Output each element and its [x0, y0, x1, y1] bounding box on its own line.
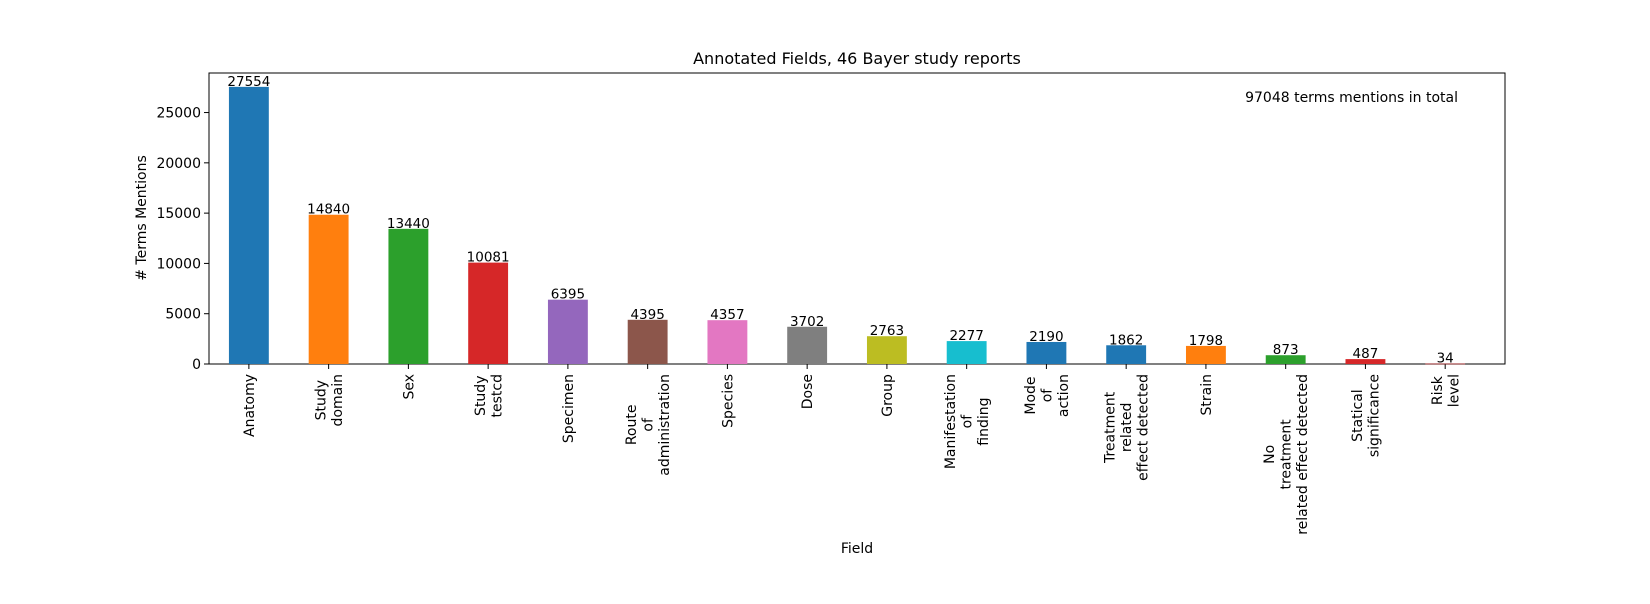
x-axis-label: Field [841, 541, 873, 557]
bar-value-label: 2277 [949, 328, 983, 344]
y-tick-label: 25000 [156, 106, 201, 122]
y-axis: 0 5000 10000 15000 20000 25000 [156, 106, 209, 373]
bar [547, 299, 588, 364]
bar-value-label: 2763 [870, 323, 904, 339]
y-tick-label: 15000 [156, 206, 201, 222]
x-tick-label: Species [720, 374, 736, 428]
total-annotation: 97048 terms mentions in total [1245, 90, 1458, 106]
bar [1265, 355, 1306, 364]
bar [627, 319, 668, 364]
x-axis: Anatomy Studydomain Sex Studytestcd Specimen… [242, 364, 1463, 535]
y-axis-label: # Terms Mentions [134, 155, 150, 281]
x-tick-label: Studydomain [313, 374, 346, 426]
bar-value-label: 34 [1437, 351, 1454, 367]
bar-value-label: 2190 [1029, 329, 1063, 345]
bar [1106, 345, 1147, 364]
plot-area-frame [208, 72, 1506, 365]
bar-value-label: 13440 [387, 216, 430, 232]
x-tick-label: Staticalsignificance [1350, 374, 1383, 457]
x-tick-label: Specimen [561, 374, 577, 443]
bar [308, 214, 349, 364]
y-tick-label: 5000 [165, 307, 201, 323]
x-tick-label: Dose [800, 374, 816, 409]
x-tick-label: Studytestcd [473, 374, 506, 417]
bar [388, 228, 429, 364]
bar [1185, 345, 1226, 364]
bar [1425, 363, 1466, 365]
bar-value-label: 3702 [790, 314, 824, 330]
bar [787, 326, 828, 364]
bar [707, 320, 748, 364]
x-tick-label: Anatomy [242, 374, 258, 437]
bar-value-label: 4357 [710, 307, 744, 323]
y-tick-label: 0 [192, 357, 201, 373]
x-tick-label: Group [880, 374, 896, 417]
bar [1345, 359, 1386, 364]
x-tick-label: Risklevel [1430, 374, 1463, 407]
bar [228, 86, 269, 364]
bar-value-labels: 27554 14840 13440 10081 6395 4395 4357 3702 2763… [227, 74, 1453, 367]
x-tick-label: Sex [401, 374, 417, 400]
x-tick-label: Manifestationoffinding [943, 374, 992, 469]
bar-value-label: 487 [1353, 346, 1379, 362]
bar-value-label: 1798 [1189, 333, 1223, 349]
bar-value-label: 873 [1273, 342, 1299, 358]
bar [468, 262, 509, 364]
bar-series [228, 86, 1466, 365]
chart-title: Annotated Fields, 46 Bayer study reports [693, 49, 1021, 68]
x-tick-label: Treatmentrelatedeffect detected [1103, 374, 1152, 481]
bar-value-label: 27554 [227, 74, 270, 90]
x-tick-label: Routeofadministration [624, 374, 673, 476]
bar-value-label: 6395 [551, 287, 585, 303]
x-tick-label: Modeofaction [1023, 374, 1072, 417]
y-tick-label: 20000 [156, 156, 201, 172]
bar [1026, 341, 1067, 364]
bar-value-label: 14840 [307, 202, 350, 218]
x-tick-label: Strain [1199, 374, 1215, 415]
bar-value-label: 1862 [1109, 332, 1143, 348]
y-tick-label: 10000 [156, 256, 201, 272]
bar-value-label: 10081 [467, 250, 510, 266]
bar [946, 341, 987, 364]
bar [866, 336, 907, 364]
bar-value-label: 4395 [630, 307, 664, 323]
x-tick-label: Notreatmentrelated effect detected [1262, 374, 1311, 535]
